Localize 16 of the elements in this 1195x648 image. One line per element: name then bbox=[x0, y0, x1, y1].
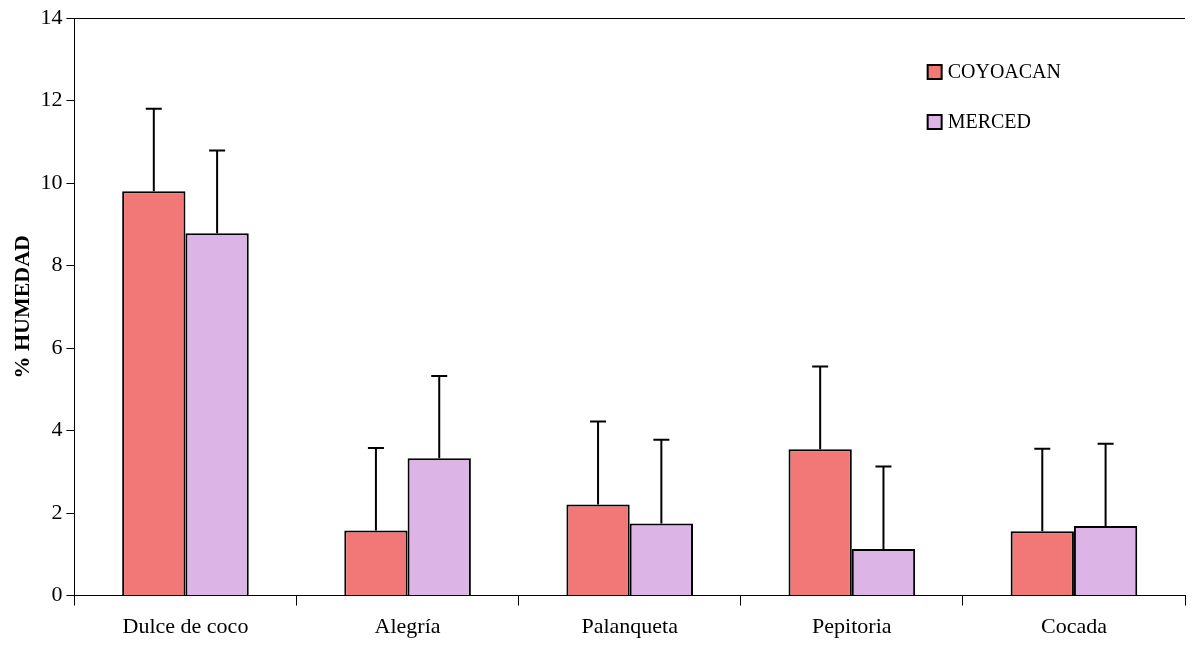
x-tick-label: Dulce de coco bbox=[122, 612, 249, 638]
y-tick-label: 0 bbox=[51, 581, 63, 607]
y-tick-label: 8 bbox=[51, 251, 63, 277]
x-tick-label: Alegría bbox=[374, 612, 441, 638]
legend-label: COYOACAN bbox=[947, 60, 1061, 83]
x-tick-label: Palanqueta bbox=[581, 612, 679, 638]
x-tick-label: Cocada bbox=[1040, 612, 1108, 638]
y-axis-title: % HUMEDAD bbox=[8, 235, 34, 379]
y-tick-label: 14 bbox=[40, 3, 63, 29]
y-tick-label: 10 bbox=[40, 168, 63, 194]
y-tick-label: 2 bbox=[51, 498, 63, 524]
y-tick-label: 4 bbox=[51, 416, 63, 442]
legend-label: MERCED bbox=[947, 110, 1031, 133]
y-tick-label: 6 bbox=[51, 333, 63, 359]
y-tick-label: 12 bbox=[40, 86, 63, 112]
x-tick-label: Pepitoria bbox=[812, 612, 892, 638]
